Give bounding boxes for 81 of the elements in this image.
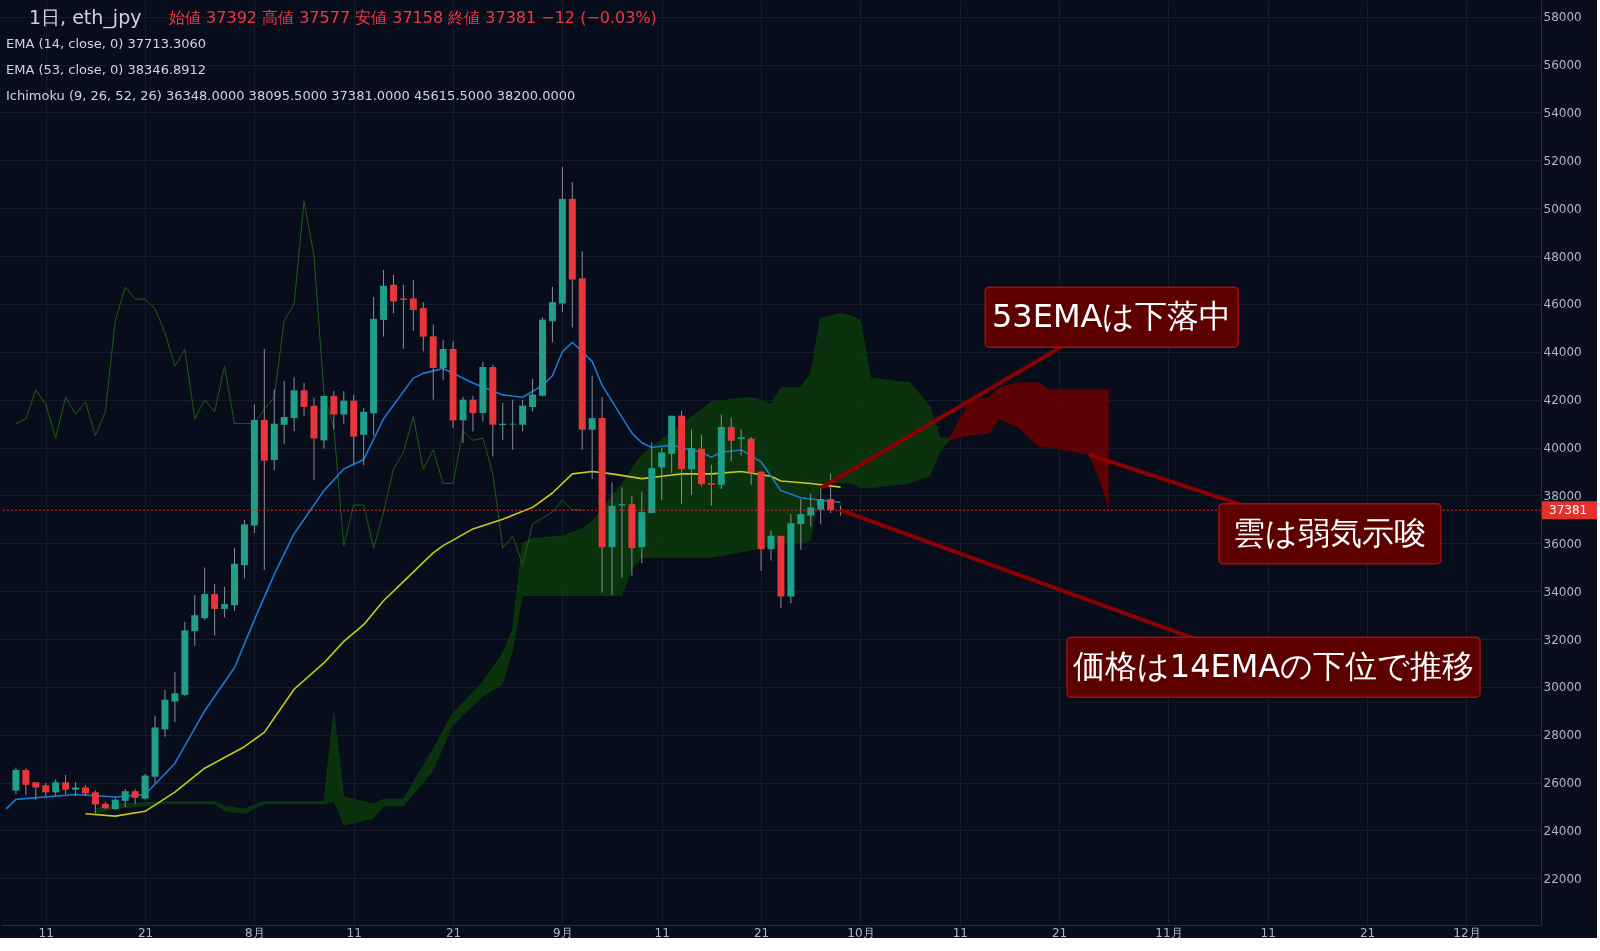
x-tick-label: 10月 <box>847 925 875 940</box>
candlestick <box>330 390 338 430</box>
x-tick-label: 11 <box>952 925 968 940</box>
candlestick <box>399 284 407 350</box>
y-tick-label: 34000 <box>1543 584 1582 599</box>
x-tick-label: 21 <box>1359 925 1376 940</box>
y-tick-label: 32000 <box>1543 632 1582 647</box>
y-tick-label: 46000 <box>1543 297 1582 312</box>
candlestick <box>141 773 149 801</box>
x-tick-label: 11 <box>346 925 362 940</box>
y-tick-label: 42000 <box>1543 393 1582 408</box>
candlestick <box>62 774 70 795</box>
candlestick <box>459 396 467 444</box>
y-tick-label: 54000 <box>1543 105 1582 120</box>
x-tick-label: 9月 <box>553 925 573 940</box>
candlestick <box>221 586 229 618</box>
candlestick <box>707 464 715 507</box>
candlestick <box>519 399 527 432</box>
candlestick <box>22 767 30 796</box>
y-tick-label: 58000 <box>1543 10 1582 25</box>
candlestick <box>727 417 735 462</box>
y-tick-label: 48000 <box>1543 249 1582 264</box>
candlestick <box>817 487 825 525</box>
text: 始値 37392 高値 37577 安値 37158 終値 37381 −12 (−0.03%) <box>169 8 657 27</box>
candlestick <box>737 429 745 457</box>
candlestick <box>797 498 805 551</box>
candlestick <box>91 789 99 814</box>
candlestick <box>409 279 417 332</box>
y-tick-label: 40000 <box>1543 441 1582 456</box>
ref-line-label: 37381 <box>1549 503 1588 518</box>
annotation: 雲は弱気示唆 <box>1233 513 1427 552</box>
annotation: EMA (14, close, 0) 37713.3060 <box>6 36 207 51</box>
y-tick-label: 30000 <box>1543 680 1582 695</box>
line-series <box>15 200 583 566</box>
x-tick-label: 21 <box>753 925 770 940</box>
line-series <box>84 470 842 817</box>
x-tick-label: 11 <box>38 925 54 940</box>
x-tick-label: 21 <box>1051 925 1068 940</box>
candlestick <box>12 766 20 795</box>
candlestick <box>191 594 199 647</box>
candlestick <box>121 788 129 808</box>
x-tick-label: 11 <box>654 925 670 940</box>
candlestick <box>340 390 348 425</box>
x-tick-label: 11 <box>1260 925 1276 940</box>
x-tick-label: 8月 <box>245 925 265 940</box>
annotation: EMA (53, close, 0) 38346.8912 <box>6 62 207 77</box>
candlestick <box>827 473 835 514</box>
candlestick <box>807 493 815 527</box>
candlestick <box>171 671 179 723</box>
x-tick-label: 21 <box>445 925 462 940</box>
candlestick <box>300 382 308 417</box>
y-tick-label: 52000 <box>1543 153 1582 168</box>
line-series <box>5 341 842 810</box>
candlestick <box>588 375 596 480</box>
candlestick <box>658 447 666 501</box>
y-tick-label: 24000 <box>1543 823 1582 838</box>
candlestick <box>211 583 219 637</box>
y-tick-label: 28000 <box>1543 728 1582 743</box>
y-tick-label: 36000 <box>1543 536 1582 551</box>
y-tick-label: 38000 <box>1543 488 1582 503</box>
candlestick <box>360 407 368 466</box>
candlestick <box>280 380 288 445</box>
x-tick-label: 12月 <box>1453 925 1481 940</box>
candlestick <box>688 429 696 496</box>
y-tick-label: 50000 <box>1543 201 1582 216</box>
candlestick <box>389 274 397 314</box>
y-tick-label: 56000 <box>1543 58 1582 73</box>
candlestick <box>439 339 447 381</box>
x-tick-label: 21 <box>137 925 154 940</box>
annotation: 53EMAは下落中 <box>991 297 1232 336</box>
y-tick-label: 44000 <box>1543 345 1582 360</box>
x-tick-label: 11月 <box>1155 925 1183 940</box>
candlestick <box>469 395 477 432</box>
chart-title: 1日, eth_jpy <box>29 6 142 29</box>
y-tick-label: 26000 <box>1543 776 1582 791</box>
candlestick <box>548 286 556 343</box>
candlestick <box>529 378 537 412</box>
annotation: Ichimoku (9, 26, 52, 26) 36348.0000 38095.5000 37381.0000 45615.5000 38200.0000 <box>6 88 576 103</box>
candlestick <box>767 529 775 561</box>
y-tick-label: 22000 <box>1543 871 1582 886</box>
annotation: 価格は14EMAの下位で推移 <box>1072 647 1475 686</box>
